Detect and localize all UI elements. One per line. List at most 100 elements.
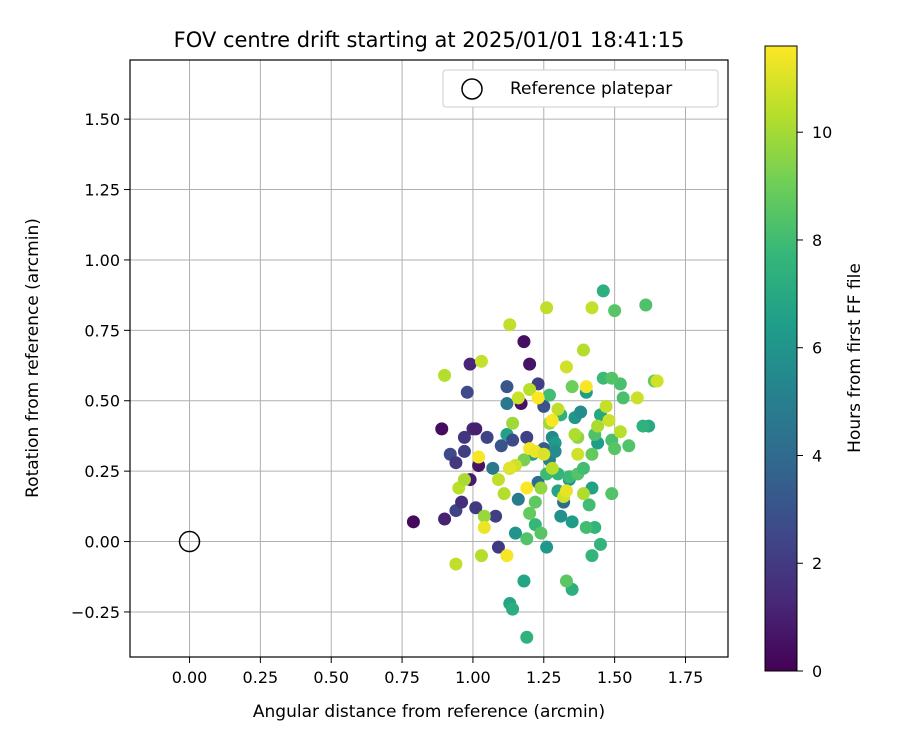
- data-point: [491, 473, 505, 487]
- legend-label: Reference platepar: [510, 79, 672, 99]
- data-point: [593, 537, 607, 551]
- data-point: [480, 430, 494, 444]
- grid-lines: [130, 60, 728, 657]
- y-tick-label: 0.50: [84, 392, 120, 411]
- data-point: [497, 487, 511, 501]
- data-point: [630, 391, 644, 405]
- data-point: [565, 515, 579, 529]
- data-point: [500, 397, 514, 411]
- x-tick-label: 0.75: [384, 668, 420, 687]
- colorbar: [764, 45, 798, 672]
- data-point: [503, 318, 517, 332]
- data-point: [616, 391, 630, 405]
- data-point: [608, 442, 622, 456]
- data-point: [531, 391, 545, 405]
- data-point: [582, 498, 596, 512]
- data-point: [579, 520, 593, 534]
- y-tick-label: 0.00: [84, 533, 120, 552]
- data-point: [551, 402, 565, 416]
- data-point: [613, 425, 627, 439]
- colorbar-tick-label: 2: [812, 554, 822, 573]
- data-point: [449, 456, 463, 470]
- x-tick-label: 1.75: [668, 668, 704, 687]
- data-point: [500, 380, 514, 394]
- data-point: [508, 526, 522, 540]
- y-tick-label: 1.25: [84, 181, 120, 200]
- data-point: [599, 399, 613, 413]
- data-point: [463, 357, 477, 371]
- data-point: [506, 433, 520, 447]
- legend: Reference platepar: [442, 69, 719, 108]
- x-tick-label: 1.50: [597, 668, 633, 687]
- y-tick-label: 0.25: [84, 462, 120, 481]
- data-point: [639, 298, 653, 312]
- data-point: [469, 501, 483, 515]
- x-tick-label: 0.25: [243, 668, 279, 687]
- data-point: [554, 509, 568, 523]
- x-tick-label: 1.25: [526, 668, 562, 687]
- legend-box: [442, 69, 719, 108]
- data-point: [517, 335, 531, 349]
- data-point: [528, 495, 542, 509]
- data-point: [520, 430, 534, 444]
- data-point: [537, 447, 551, 461]
- data-point: [472, 450, 486, 464]
- data-point: [477, 509, 491, 523]
- data-point: [511, 492, 525, 506]
- x-tick-label: 0.50: [313, 668, 349, 687]
- data-point: [511, 391, 525, 405]
- data-point: [568, 428, 582, 442]
- data-point: [571, 447, 585, 461]
- data-point: [491, 540, 505, 554]
- colorbar-tick-label: 0: [812, 662, 822, 681]
- data-point: [406, 515, 420, 529]
- data-point: [605, 371, 619, 385]
- data-point: [494, 439, 508, 453]
- data-point: [520, 630, 534, 644]
- data-point: [602, 413, 616, 427]
- data-point: [574, 405, 588, 419]
- data-point: [457, 444, 471, 458]
- reference-point-marker: [178, 530, 201, 553]
- data-point: [520, 481, 534, 495]
- scatter-points: [406, 284, 664, 644]
- data-point: [438, 368, 452, 382]
- data-point: [585, 301, 599, 315]
- data-point: [576, 343, 590, 357]
- data-point: [585, 549, 599, 563]
- data-point: [486, 461, 500, 475]
- data-point: [455, 495, 469, 509]
- data-point: [559, 574, 573, 588]
- data-point: [545, 413, 559, 427]
- data-point: [565, 380, 579, 394]
- data-point: [591, 419, 605, 433]
- data-point: [579, 380, 593, 394]
- plot-frame: [129, 59, 729, 658]
- data-point: [506, 602, 520, 616]
- colorbar-tick-label: 8: [812, 231, 822, 250]
- data-point: [559, 484, 573, 498]
- data-point: [457, 430, 471, 444]
- data-point: [596, 284, 610, 298]
- data-point: [457, 473, 471, 487]
- colorbar-tick-label: 6: [812, 339, 822, 358]
- x-axis-label: Angular distance from reference (arcmin): [253, 702, 605, 722]
- data-point: [605, 487, 619, 501]
- colorbar-tick-label: 10: [812, 123, 832, 142]
- data-point: [474, 354, 488, 368]
- data-point: [460, 385, 474, 399]
- data-point: [650, 374, 664, 388]
- y-axis-label: Rotation from reference (arcmin): [23, 218, 43, 498]
- data-point: [469, 422, 483, 436]
- chart-title: FOV centre drift starting at 2025/01/01 …: [174, 28, 685, 52]
- data-point: [622, 439, 636, 453]
- data-point: [540, 301, 554, 315]
- data-point: [520, 532, 534, 546]
- data-point: [534, 481, 548, 495]
- data-point: [477, 520, 491, 534]
- data-point: [542, 388, 556, 402]
- data-point: [608, 304, 622, 318]
- y-tick-label: 1.00: [84, 251, 120, 270]
- data-point: [474, 549, 488, 563]
